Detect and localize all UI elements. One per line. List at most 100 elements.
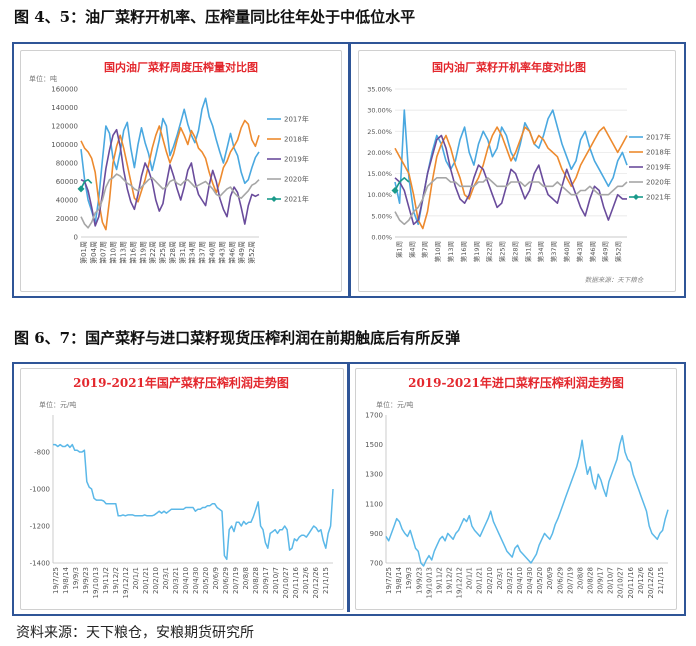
x-tick-label: 20/2/10 xyxy=(152,567,160,594)
chart-title: 国内油厂菜籽周度压榨量对比图 xyxy=(104,60,258,74)
legend-label: 2020年 xyxy=(646,178,671,187)
x-tick-label: 第34周 xyxy=(188,241,197,264)
series-line-2020年 xyxy=(394,177,628,226)
series-line-2021年 xyxy=(394,177,410,191)
x-tick-label: 第19周 xyxy=(138,241,147,264)
source-footer: 资料来源：天下粮仓，安粮期货研究所 xyxy=(16,625,254,641)
x-tick-label: 20/5/20 xyxy=(536,567,544,594)
top-frame-divider xyxy=(348,44,351,296)
x-tick-label: 第31周 xyxy=(178,241,187,264)
x-tick-label: 19/12/12 xyxy=(456,567,464,598)
x-tick-label: 20/8/8 xyxy=(576,567,584,590)
x-tick-label: 第10周 xyxy=(433,241,442,262)
y-tick-label: 120000 xyxy=(51,123,78,131)
x-tick-label: 19/8/14 xyxy=(62,566,70,594)
legend-marker xyxy=(271,196,277,202)
y-tick-label: 1100 xyxy=(365,500,383,508)
x-tick-label: 20/10/7 xyxy=(607,567,615,594)
y-tick-label: 35.00% xyxy=(367,86,392,94)
operating-rate-chart: 国内油厂菜籽开机率年度对比图 0.00% 5.00% 10.00% 15.00% 20.0… xyxy=(367,60,671,284)
x-tick-label: 第22周 xyxy=(148,241,157,264)
x-tick-label: 20/5/20 xyxy=(202,567,210,594)
y-tick-label: 100000 xyxy=(51,141,78,149)
x-tick-label: 20/3/21 xyxy=(172,567,180,594)
x-tick-label: 20/1/21 xyxy=(142,567,150,594)
x-tick-label: 19/12/12 xyxy=(122,567,130,598)
x-tick-label: 20/10/27 xyxy=(282,567,290,598)
x-tick-label: 第4周 xyxy=(407,241,416,258)
x-tick-label: 第07周 xyxy=(99,241,108,264)
chart-title: 2019-2021年进口菜籽压榨利润走势图 xyxy=(408,375,624,390)
x-tick-label: 19/10/13 xyxy=(425,567,433,598)
series-line-2017年 xyxy=(394,109,628,226)
x-tick-label: 20/3/1 xyxy=(162,567,170,590)
x-tick-label: 20/11/16 xyxy=(627,566,635,598)
import-profit-chart-panel: 2019-2021年进口菜籽压榨利润走势图 单位：元/吨 700 900 1100 130… xyxy=(355,368,677,610)
x-tick-label: 19/11/2 xyxy=(102,567,110,594)
operating-rate-chart-panel: 国内油厂菜籽开机率年度对比图 0.00% 5.00% 10.00% 15.00% 20.0… xyxy=(358,50,676,292)
legend-label: 2019年 xyxy=(646,163,671,172)
x-tick-label: 20/8/28 xyxy=(252,567,260,594)
x-tick-label: 第37周 xyxy=(549,241,558,262)
y-tick-label: 5.00% xyxy=(371,212,392,220)
legend-label: 2018年 xyxy=(284,135,309,144)
x-tick-label: 21/1/15 xyxy=(322,567,330,594)
series-line-2019年 xyxy=(80,128,260,227)
x-tick-label: 20/3/21 xyxy=(506,567,514,594)
x-tick-label: 第34周 xyxy=(536,241,545,262)
x-tick-label: 20/11/16 xyxy=(292,566,300,598)
x-tick-label: 20/12/6 xyxy=(637,566,645,594)
x-tick-label: 第01周 xyxy=(79,241,88,264)
x-tick-label: 21/1/15 xyxy=(657,567,665,594)
heading-figures-6-7: 图 6、7：国产菜籽与进口菜籽现货压榨利润在前期触底后有所反弹 xyxy=(14,329,461,347)
y-tick-label: 20000 xyxy=(56,215,78,223)
x-tick-label: 20/6/29 xyxy=(222,567,230,594)
weekly-crush-chart-panel: 国内油厂菜籽周度压榨量对比图 单位：吨 0 20000 40000 60000 80000 1… xyxy=(20,50,342,292)
x-tick-label: 20/7/19 xyxy=(232,567,240,594)
x-tick-label: 20/3/1 xyxy=(496,567,504,590)
x-tick-label: 19/7/25 xyxy=(385,567,393,594)
x-tick-label: 20/1/21 xyxy=(476,567,484,594)
x-tick-label: 第46周 xyxy=(227,241,236,264)
x-tick-label: 第37周 xyxy=(198,241,207,264)
x-tick-label: 19/12/2 xyxy=(112,567,120,594)
x-tick-label: 第25周 xyxy=(498,241,507,262)
x-tick-label: 第40周 xyxy=(208,241,217,264)
y-tick-label: 25.00% xyxy=(367,128,392,136)
y-tick-label: 900 xyxy=(370,530,383,538)
x-tick-label: 19/12/2 xyxy=(445,567,453,594)
x-tick-label: 第7周 xyxy=(420,241,429,258)
x-tick-label: 20/4/30 xyxy=(192,567,200,594)
x-tick-label: 第04周 xyxy=(89,241,98,264)
x-tick-label: 第43周 xyxy=(575,241,584,262)
series-marker-2021 xyxy=(391,186,399,194)
heading-figures-4-5: 图 4、5：油厂菜籽开机率、压榨量同比往年处于中低位水平 xyxy=(14,8,416,26)
y-tick-label: 1300 xyxy=(365,471,383,479)
x-tick-label: 第28周 xyxy=(510,241,519,262)
y-tick-label: 0.00% xyxy=(371,234,392,242)
unit-label: 单位：元/吨 xyxy=(376,400,413,409)
x-tick-label: 第1周 xyxy=(394,241,403,258)
x-tick-label: 20/9/17 xyxy=(597,567,605,594)
y-tick-label: -1000 xyxy=(30,486,50,494)
y-tick-label: 140000 xyxy=(51,104,78,112)
y-tick-label: 30.00% xyxy=(367,107,392,115)
legend-label: 2017年 xyxy=(284,115,309,124)
source-note: 数据来源：天下粮仓 xyxy=(585,276,645,284)
x-tick-label: 20/9/17 xyxy=(262,567,270,594)
chart-title: 2019-2021年国产菜籽压榨利润走势图 xyxy=(73,375,289,390)
x-tick-label: 第49周 xyxy=(237,241,246,264)
series-line-2019年 xyxy=(394,134,627,226)
x-tick-label: 19/7/25 xyxy=(52,567,60,594)
x-tick-label: 20/4/10 xyxy=(516,567,524,594)
x-tick-label: 19/9/23 xyxy=(82,567,90,594)
x-tick-label: 第52周 xyxy=(614,241,623,262)
x-tick-label: 20/4/10 xyxy=(182,567,190,594)
x-tick-label: 20/6/29 xyxy=(556,567,564,594)
y-tick-label: -1400 xyxy=(30,560,50,568)
x-tick-label: 20/1/1 xyxy=(466,567,474,590)
x-tick-label: 20/4/30 xyxy=(526,567,534,594)
series-line-profit xyxy=(385,434,669,567)
